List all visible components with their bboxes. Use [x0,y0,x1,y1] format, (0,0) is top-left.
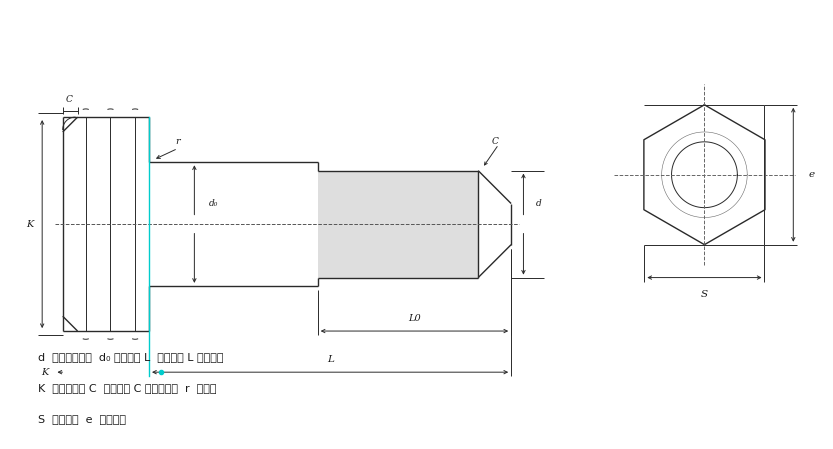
Text: L: L [327,355,333,364]
Text: K: K [26,220,33,229]
Text: d₀: d₀ [209,199,218,208]
Text: e: e [808,170,814,179]
Text: S  六角对边  e  六角对角: S 六角对边 e 六角对角 [38,414,126,424]
Text: r: r [176,137,180,146]
Text: C: C [491,137,498,146]
Bar [317,171,478,277]
Text: K  六角头厚度 C  螺纹倒角 C 六角头倒角  r  过渡圆: K 六角头厚度 C 螺纹倒角 C 六角头倒角 r 过渡圆 [38,383,217,393]
Text: C: C [66,95,72,104]
Text: L0: L0 [408,314,421,323]
Text: S: S [701,290,708,299]
Text: d  螺纹公称直径  d₀ 杆部直径 L  公称长度 L 螺纹长度: d 螺纹公称直径 d₀ 杆部直径 L 公称长度 L 螺纹长度 [38,352,223,361]
Text: K: K [41,368,48,377]
Text: d: d [536,199,541,208]
